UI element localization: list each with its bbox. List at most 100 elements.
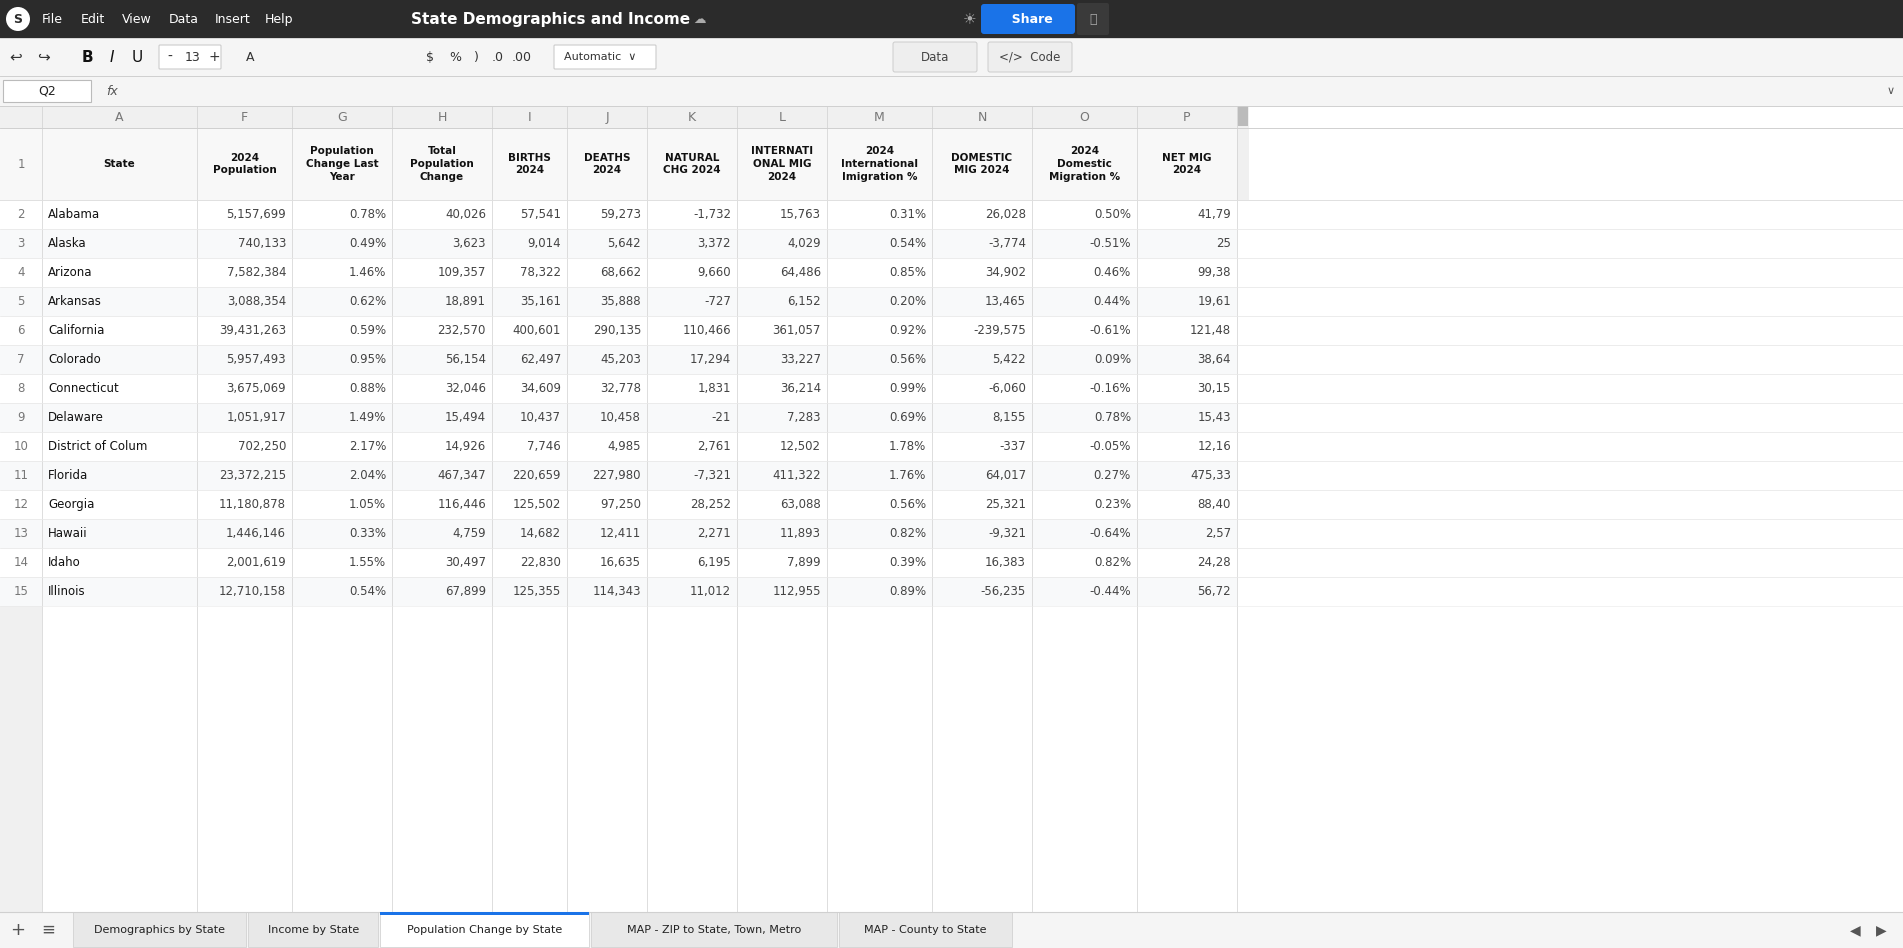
Text: ): ) [474,50,478,64]
Text: 5,157,699: 5,157,699 [226,208,285,221]
Text: District of Colum: District of Colum [48,440,147,453]
Text: 702,250: 702,250 [238,440,285,453]
Text: 57,541: 57,541 [520,208,561,221]
Text: 25: 25 [1216,237,1231,250]
Text: View: View [122,12,152,26]
Text: -0.64%: -0.64% [1089,527,1130,540]
Text: 2024
International
Imigration %: 2024 International Imigration % [841,146,917,182]
Text: K: K [689,111,696,123]
Text: 227,980: 227,980 [592,469,641,482]
Text: </>  Code: </> Code [999,50,1060,64]
Text: -0.51%: -0.51% [1090,237,1130,250]
Text: 97,250: 97,250 [599,498,641,511]
Text: 0.62%: 0.62% [348,295,386,308]
Text: 0.56%: 0.56% [889,353,927,366]
Text: California: California [48,324,105,337]
Text: Insert: Insert [215,12,251,26]
Text: 125,355: 125,355 [512,585,561,598]
Text: 36,214: 36,214 [780,382,820,395]
Text: 2.04%: 2.04% [348,469,386,482]
Text: 9,014: 9,014 [527,237,561,250]
Text: 6: 6 [17,324,25,337]
Text: 1.55%: 1.55% [348,556,386,569]
Text: H: H [438,111,447,123]
Text: 12,16: 12,16 [1197,440,1231,453]
Text: 39,431,263: 39,431,263 [219,324,285,337]
Text: Idaho: Idaho [48,556,80,569]
Text: 99,38: 99,38 [1197,266,1231,279]
Text: -0.16%: -0.16% [1089,382,1130,395]
Text: 0.78%: 0.78% [1094,411,1130,424]
Text: 62,497: 62,497 [520,353,561,366]
Bar [0,287,1237,316]
Bar [0,106,1903,912]
Text: 3,088,354: 3,088,354 [226,295,285,308]
Bar [0,200,1237,229]
Text: ↩: ↩ [10,49,23,64]
Text: ▶: ▶ [1876,923,1886,937]
Text: 34,902: 34,902 [986,266,1026,279]
Bar [0,432,1237,461]
Text: L: L [778,111,786,123]
Text: 0.78%: 0.78% [348,208,386,221]
Text: 0.89%: 0.89% [889,585,927,598]
Text: 15: 15 [13,585,29,598]
Text: 15,763: 15,763 [780,208,820,221]
Text: 475,33: 475,33 [1189,469,1231,482]
Text: 1,831: 1,831 [698,382,731,395]
Text: Alabama: Alabama [48,208,101,221]
Text: 7: 7 [17,353,25,366]
Text: 0.39%: 0.39% [889,556,927,569]
Text: 0.44%: 0.44% [1094,295,1130,308]
Text: 19,61: 19,61 [1197,295,1231,308]
Text: M: M [873,111,885,123]
Text: 12,502: 12,502 [780,440,820,453]
Text: 0.56%: 0.56% [889,498,927,511]
Bar [0,461,1237,490]
Text: Data: Data [169,12,200,26]
Text: 109,357: 109,357 [438,266,485,279]
Text: 2024
Population: 2024 Population [213,153,276,175]
Text: 3,675,069: 3,675,069 [226,382,285,395]
Bar [0,128,1237,200]
Bar [839,912,1012,947]
Bar [1237,0,1248,200]
Text: 0.31%: 0.31% [889,208,927,221]
Text: Share: Share [1003,12,1052,26]
Bar [381,912,590,915]
Text: 0.54%: 0.54% [889,237,927,250]
Text: 2024
Domestic
Migration %: 2024 Domestic Migration % [1049,146,1121,182]
Text: 361,057: 361,057 [773,324,820,337]
Text: 0.50%: 0.50% [1094,208,1130,221]
Text: Data: Data [921,50,950,64]
Text: File: File [42,12,63,26]
Bar [0,912,1903,948]
Text: Connecticut: Connecticut [48,382,118,395]
FancyBboxPatch shape [554,45,657,69]
Text: State Demographics and Income: State Demographics and Income [411,11,691,27]
Text: 30,497: 30,497 [445,556,485,569]
Text: N: N [978,111,986,123]
Text: 5,642: 5,642 [607,237,641,250]
Text: 2.17%: 2.17% [348,440,386,453]
Text: 0.92%: 0.92% [889,324,927,337]
Text: G: G [337,111,346,123]
Text: ☀: ☀ [963,11,976,27]
Text: 2,761: 2,761 [696,440,731,453]
Text: -0.05%: -0.05% [1090,440,1130,453]
Text: 16,635: 16,635 [599,556,641,569]
Text: 45,203: 45,203 [599,353,641,366]
Text: 1.49%: 1.49% [348,411,386,424]
Text: 11,012: 11,012 [691,585,731,598]
Text: -9,321: -9,321 [988,527,1026,540]
Text: Income by State: Income by State [268,925,360,935]
Text: 740,133: 740,133 [238,237,285,250]
Bar [0,519,1237,548]
Text: 0.99%: 0.99% [889,382,927,395]
Text: ≡: ≡ [42,921,55,939]
Text: 3,372: 3,372 [698,237,731,250]
Bar [72,912,245,947]
Text: 2: 2 [17,208,25,221]
Text: I: I [527,111,531,123]
Text: 17,294: 17,294 [689,353,731,366]
